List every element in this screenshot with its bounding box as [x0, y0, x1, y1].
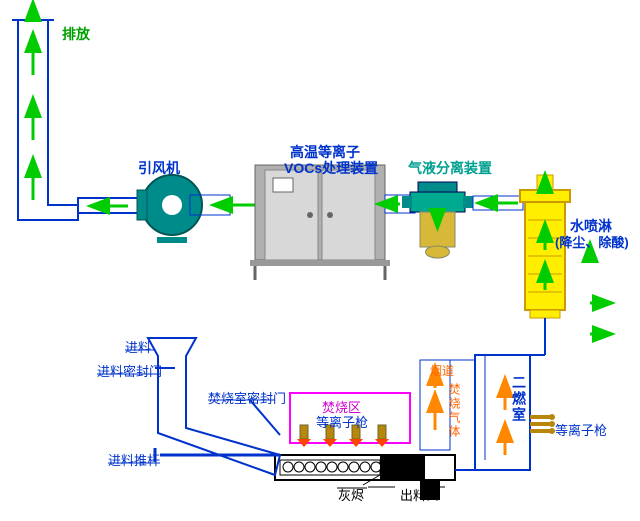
label-feedSeal: 进料密封门 [97, 361, 162, 380]
label-sep: 气液分离装置 [408, 158, 492, 178]
label-combSeal: 焚烧室密封门 [208, 388, 286, 407]
label-spray2: (降尘、除酸) [555, 232, 629, 251]
label-emit: 排放 [62, 24, 90, 44]
label-flue: 烟道 [430, 362, 454, 379]
label-fan: 引风机 [138, 158, 180, 178]
label-plasmaGun1: 等离子枪 [316, 412, 368, 431]
label-ash: 灰烬 [338, 485, 364, 504]
label-plasmaGun2: 等离子枪 [555, 420, 607, 439]
label-outlet: 出料口 [400, 485, 439, 504]
label-feedPush: 进料推杆 [108, 450, 160, 469]
label-gas: 焚烧气体 [446, 383, 463, 439]
label-secComb: 二燃室 [509, 375, 529, 423]
label-plasma2: VOCs处理装置 [284, 158, 378, 178]
label-feed: 进料 [125, 337, 151, 356]
